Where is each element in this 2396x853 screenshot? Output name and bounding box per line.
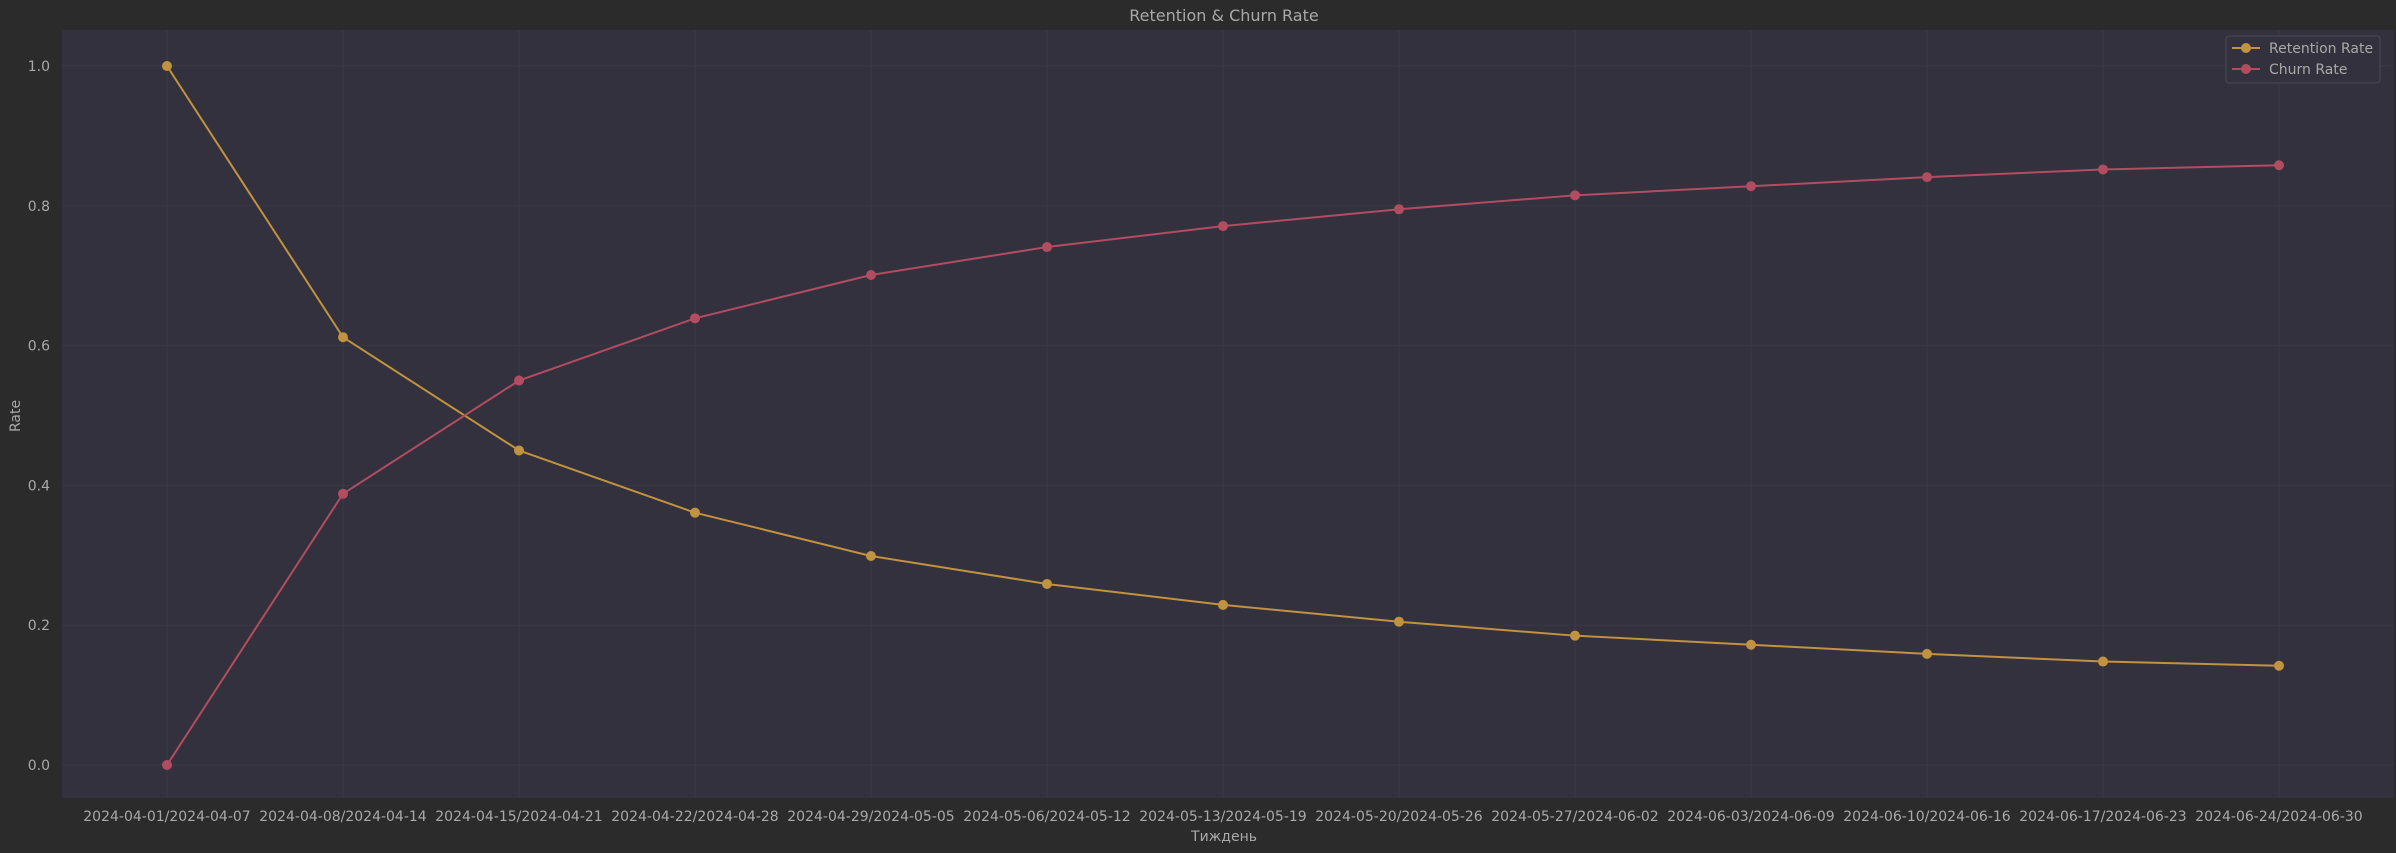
legend-item-retention: Retention Rate <box>2232 41 2373 57</box>
legend-item-churn: Churn Rate <box>2232 62 2347 78</box>
x-tick-label: 2024-06-17/2024-06-23 <box>2019 809 2186 825</box>
data-point-retention <box>338 332 348 343</box>
x-tick-label: 2024-06-24/2024-06-30 <box>2195 809 2362 825</box>
data-point-retention <box>514 445 524 456</box>
series-layer <box>162 61 2284 770</box>
data-point-churn <box>1746 181 1756 192</box>
x-tick-label: 2024-06-10/2024-06-16 <box>1843 809 2011 825</box>
x-axis-label: Тиждень <box>1190 829 1257 845</box>
data-point-retention <box>1042 578 1052 589</box>
y-axis-label: Rate <box>8 400 24 432</box>
data-point-retention <box>1570 630 1580 641</box>
x-tick-label: 2024-04-01/2024-04-07 <box>83 809 250 825</box>
y-tick-labels: 0.0 0.2 0.4 0.6 0.8 1.0 <box>28 59 50 774</box>
x-tick-label: 2024-04-15/2024-04-21 <box>435 809 602 825</box>
data-point-churn <box>514 375 524 386</box>
chart-title: Retention & Churn Rate <box>1129 6 1318 25</box>
x-tick-label: 2024-04-08/2024-04-14 <box>259 809 427 825</box>
x-tick-label: 2024-05-13/2024-05-19 <box>1139 809 1306 825</box>
y-tick-label: 0.8 <box>28 199 50 215</box>
legend-box <box>2225 35 2381 84</box>
y-tick-label: 0.2 <box>28 618 50 634</box>
x-tick-label: 2024-04-22/2024-04-28 <box>611 809 778 825</box>
x-tick-label: 2024-04-29/2024-05-05 <box>787 809 954 825</box>
data-point-churn <box>690 313 700 324</box>
series-retention <box>162 61 2284 671</box>
data-point-churn <box>1218 221 1228 232</box>
data-point-churn <box>2274 160 2284 171</box>
data-point-churn <box>162 760 172 770</box>
data-point-churn <box>1042 242 1052 253</box>
data-point-churn <box>1922 172 1932 183</box>
data-point-churn <box>1394 204 1404 215</box>
data-point-retention <box>1746 639 1756 650</box>
data-point-churn <box>1570 190 1580 201</box>
legend-label-churn: Churn Rate <box>2269 62 2347 78</box>
x-tick-label: 2024-05-20/2024-05-26 <box>1315 809 1483 825</box>
data-point-churn <box>866 270 876 281</box>
data-point-churn <box>2098 164 2108 175</box>
x-tick-label: 2024-05-06/2024-05-12 <box>963 809 1130 825</box>
data-point-retention <box>162 61 172 71</box>
legend-marker-churn <box>2241 64 2251 74</box>
x-tick-label: 2024-06-03/2024-06-09 <box>1667 809 1834 825</box>
series-churn <box>162 160 2284 770</box>
data-point-retention <box>1922 648 1932 659</box>
y-tick-label: 0.6 <box>28 339 50 355</box>
legend: Retention Rate Churn Rate <box>2225 35 2381 84</box>
data-point-retention <box>2098 656 2108 667</box>
y-tick-label: 0.4 <box>28 478 50 494</box>
grid-layer <box>62 30 2394 798</box>
legend-label-retention: Retention Rate <box>2269 41 2373 57</box>
legend-marker-retention <box>2241 43 2251 53</box>
data-point-retention <box>2274 660 2284 671</box>
data-point-churn <box>338 488 348 499</box>
data-point-retention <box>1218 599 1228 610</box>
x-tick-label: 2024-05-27/2024-06-02 <box>1491 809 1658 825</box>
data-point-retention <box>866 550 876 561</box>
plot-area <box>62 30 2394 798</box>
y-tick-label: 0.0 <box>28 758 50 774</box>
y-tick-label: 1.0 <box>28 59 50 75</box>
x-tick-labels: 2024-04-01/2024-04-07 2024-04-08/2024-04-… <box>83 809 2362 825</box>
data-point-retention <box>690 507 700 518</box>
data-point-retention <box>1394 616 1404 627</box>
